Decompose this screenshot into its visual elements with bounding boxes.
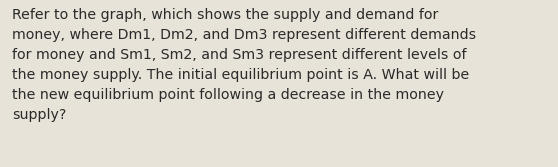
Text: Refer to the graph, which shows the supply and demand for
money, where Dm1, Dm2,: Refer to the graph, which shows the supp… [12, 8, 477, 122]
